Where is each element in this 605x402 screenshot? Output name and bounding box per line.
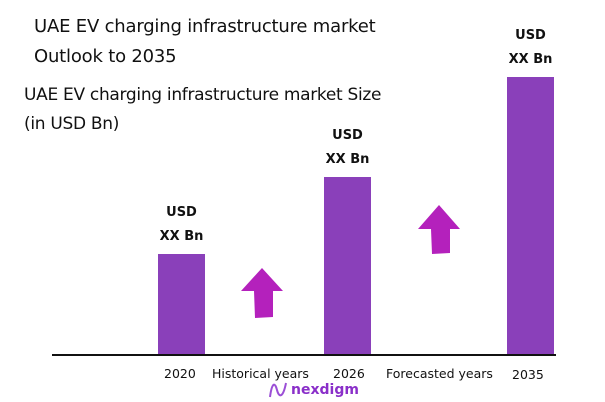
up-arrow-icon <box>241 268 283 318</box>
data-label-line: USD <box>515 28 546 43</box>
bar-2020 <box>158 254 205 354</box>
chart-title-line-1: UAE EV charging infrastructure market <box>34 16 376 37</box>
data-label-2026: USD XX Bn <box>308 124 388 172</box>
nexdigm-logo: nexdigm <box>268 380 359 400</box>
data-label-line: XX Bn <box>508 52 553 67</box>
chart-subtitle-line-2: (in USD Bn) <box>24 114 120 134</box>
logo-wave-icon <box>269 382 287 398</box>
annotation-forecasted: Forecasted years <box>386 366 493 381</box>
data-label-2035: USD XX Bn <box>491 24 571 72</box>
data-label-line: USD <box>332 128 363 143</box>
annotation-historical: Historical years <box>212 366 309 381</box>
chart-title-line-2: Outlook to 2035 <box>34 46 177 67</box>
x-tick-2035: 2035 <box>512 367 544 382</box>
chart-subtitle-line-1: UAE EV charging infrastructure market Si… <box>24 85 382 105</box>
x-tick-2020: 2020 <box>164 366 196 381</box>
up-arrow-icon <box>418 205 460 254</box>
logo-text: nexdigm <box>291 382 359 398</box>
data-label-line: USD <box>166 205 197 220</box>
data-label-line: XX Bn <box>159 229 204 244</box>
data-label-2020: USD XX Bn <box>142 201 222 249</box>
x-tick-2026: 2026 <box>333 366 365 381</box>
bar-2035 <box>507 77 554 354</box>
bar-2026 <box>324 177 371 354</box>
data-label-line: XX Bn <box>325 152 370 167</box>
